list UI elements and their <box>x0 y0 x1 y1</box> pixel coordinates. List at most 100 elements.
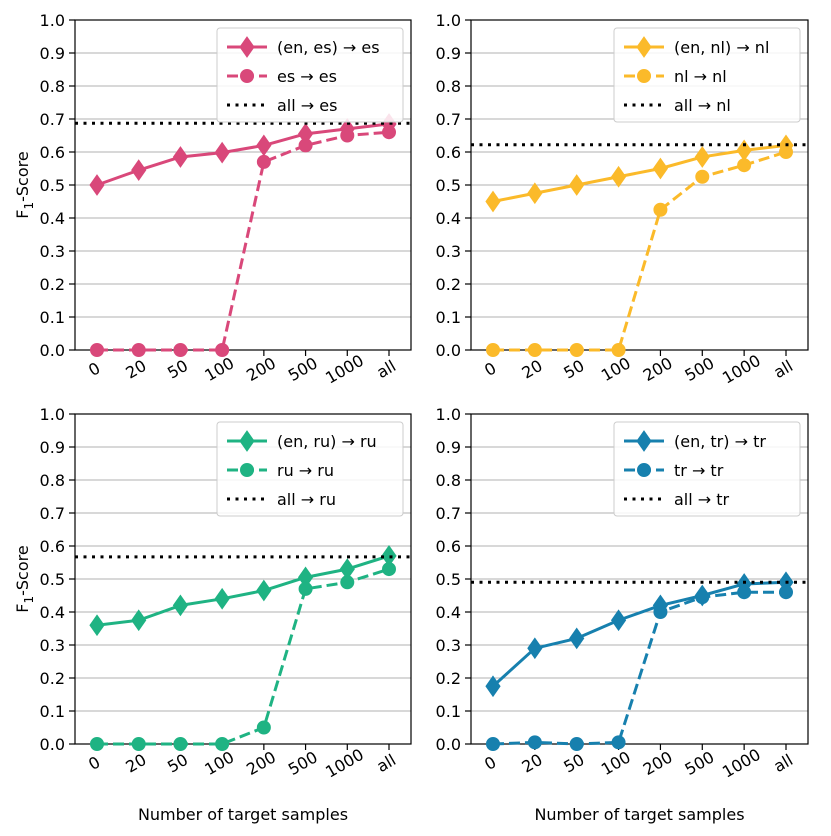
x-tick-label: 200 <box>243 747 279 779</box>
data-point <box>173 343 188 357</box>
legend-marker <box>636 36 652 58</box>
data-point <box>131 609 147 632</box>
x-tick-label: 50 <box>560 356 587 383</box>
data-point <box>652 157 669 180</box>
y-tick-label: 0.5 <box>436 176 461 195</box>
data-point <box>89 614 105 637</box>
y-tick-label: 0.8 <box>40 471 65 490</box>
data-point <box>382 562 396 577</box>
legend-label: nl → nl <box>674 67 727 86</box>
y-tick-label: 0.3 <box>436 636 461 655</box>
y-tick-label: 0.0 <box>40 735 65 754</box>
y-tick-label: 0.4 <box>40 209 65 228</box>
y-tick-label: 0.3 <box>40 242 65 261</box>
y-tick-label: 0.1 <box>436 702 461 721</box>
legend-box <box>613 27 801 123</box>
x-tick-label: 100 <box>201 747 237 779</box>
data-point <box>298 138 313 153</box>
data-point <box>298 581 313 596</box>
y-tick-label: 1.0 <box>40 405 65 424</box>
y-tick-label: 0.7 <box>40 504 65 523</box>
series-ru-1 <box>90 562 396 751</box>
data-point <box>256 720 271 735</box>
data-point <box>173 737 188 751</box>
panel-ru: 0.0 0.1 0.2 0.3 0.4 0.5 0.6 0.7 0.8 0.9 1.0 0 20 50 10… <box>13 405 412 824</box>
data-point <box>653 202 668 217</box>
data-point <box>569 174 585 196</box>
data-point <box>569 343 584 357</box>
x-tick-label: 1000 <box>719 745 764 782</box>
data-point <box>131 159 147 182</box>
legend: (en, tr) → tr tr → tr all → tr <box>613 421 801 517</box>
x-tick-label: 500 <box>285 353 321 385</box>
data-point <box>485 675 501 698</box>
y-tick-label: 0.7 <box>40 110 65 129</box>
series-tr-1 <box>486 585 793 751</box>
data-point <box>340 575 355 590</box>
y-tick-label: 1.0 <box>436 11 461 30</box>
panel-nl: 0.0 0.1 0.2 0.3 0.4 0.5 0.6 0.7 0.8 0.9 1.0 0 20 50 10… <box>436 11 809 388</box>
legend-label: all → ru <box>277 490 336 509</box>
y-tick-label: 0.5 <box>40 570 65 589</box>
x-tick-label: 50 <box>164 356 191 383</box>
x-tick-label: 200 <box>640 353 676 385</box>
data-point <box>779 585 793 600</box>
x-tick-label: 100 <box>201 353 237 385</box>
data-point <box>527 182 543 205</box>
data-point <box>131 343 146 357</box>
y-tick-label: 0.3 <box>40 636 65 655</box>
legend-marker <box>240 463 254 477</box>
legend-swatch <box>624 463 664 477</box>
data-point <box>90 737 104 751</box>
legend-swatch <box>227 430 267 452</box>
data-point <box>695 590 710 605</box>
x-tick-label: 100 <box>598 747 634 779</box>
y-tick-label: 0.1 <box>436 308 461 327</box>
data-point <box>527 343 542 357</box>
data-point <box>485 190 501 213</box>
x-tick-label: 1000 <box>719 351 764 388</box>
x-tick-label: 500 <box>682 353 718 385</box>
legend-marker <box>239 430 255 452</box>
x-tick-label: 500 <box>285 747 321 779</box>
legend-label: (en, tr) → tr <box>674 432 766 451</box>
y-tick-label: 0.9 <box>436 438 461 457</box>
x-axis-label: Number of target samples <box>138 805 348 824</box>
panel-es: 0.0 0.1 0.2 0.3 0.4 0.5 0.6 0.7 0.8 0.9 1.0 0 20 50 10… <box>13 11 412 388</box>
x-tick-label: 0 <box>481 752 499 774</box>
data-point <box>215 737 230 751</box>
legend: (en, ru) → ru ru → ru all → ru <box>216 421 404 517</box>
legend-label: (en, nl) → nl <box>674 38 769 57</box>
x-tick-label: 50 <box>560 750 587 777</box>
legend-marker <box>636 430 652 452</box>
y-axis-label: F1-Score <box>13 151 36 218</box>
legend-marker <box>637 463 651 477</box>
data-point <box>131 737 146 751</box>
y-tick-label: 0.7 <box>436 110 461 129</box>
data-point <box>779 145 793 159</box>
legend-box <box>216 421 404 517</box>
data-point <box>340 128 355 143</box>
x-tick-label: all <box>373 750 399 776</box>
legend-swatch <box>624 430 664 452</box>
x-axis-label: Number of target samples <box>534 805 744 824</box>
data-point <box>737 158 752 173</box>
data-point <box>611 343 626 357</box>
y-tick-label: 0.0 <box>436 341 461 360</box>
data-point <box>486 737 500 751</box>
x-tick-label: 20 <box>519 356 546 383</box>
data-point <box>214 587 230 610</box>
legend-swatch <box>227 463 267 477</box>
legend-swatch <box>624 69 664 83</box>
series-nl-1 <box>486 145 793 357</box>
legend-swatch <box>227 69 267 83</box>
x-tick-label: 20 <box>519 750 546 777</box>
legend-box <box>216 27 404 123</box>
y-tick-label: 0.6 <box>436 537 461 556</box>
data-point <box>527 735 542 750</box>
x-tick-label: 0 <box>85 358 103 380</box>
y-tick-label: 0.6 <box>436 143 461 162</box>
data-point <box>737 585 752 600</box>
y-tick-label: 0.2 <box>436 669 461 688</box>
